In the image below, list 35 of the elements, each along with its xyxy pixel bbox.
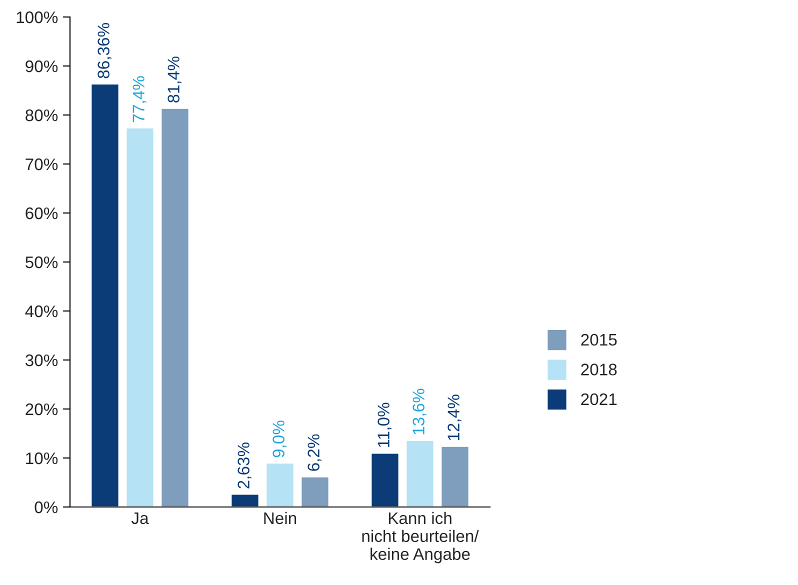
bar bbox=[160, 107, 190, 507]
y-tick-label: 80% bbox=[26, 109, 58, 122]
data-label: 13,6% bbox=[412, 388, 426, 434]
y-tick-label: 20% bbox=[26, 403, 58, 416]
x-tick-label: Nein bbox=[264, 512, 296, 524]
legend-label: 2018 bbox=[581, 364, 617, 376]
y-tick-label: 90% bbox=[26, 60, 58, 72]
data-label: 11,0% bbox=[378, 402, 392, 447]
data-label: 81,4% bbox=[168, 56, 182, 103]
data-label: 9,0% bbox=[272, 420, 286, 458]
data-label: 6,2% bbox=[308, 434, 322, 471]
x-tick-label: Kann ich nicht beurteilen/ keine Angabe bbox=[362, 512, 479, 564]
y-tick-label: 30% bbox=[25, 354, 58, 366]
data-label: 86,36% bbox=[98, 23, 112, 78]
data-label: 77,4% bbox=[132, 76, 146, 122]
data-label: 2,63% bbox=[238, 442, 252, 488]
y-tick-label: 50% bbox=[26, 256, 58, 268]
legend-label: 2021 bbox=[581, 393, 617, 406]
legend-label: 2015 bbox=[581, 334, 617, 346]
y-tick-label: 70% bbox=[26, 158, 58, 170]
bar bbox=[125, 127, 155, 507]
bar bbox=[440, 446, 470, 507]
bar bbox=[230, 493, 260, 507]
bar bbox=[90, 83, 120, 507]
bar bbox=[370, 452, 400, 507]
y-tick-label: 60% bbox=[26, 207, 58, 220]
y-tick-label: 100% bbox=[16, 11, 58, 24]
data-label: 12,4% bbox=[448, 394, 462, 440]
y-tick-label: 40% bbox=[25, 305, 58, 318]
bar bbox=[265, 462, 295, 507]
y-tick-label: 10% bbox=[26, 452, 58, 464]
bar bbox=[405, 440, 435, 507]
x-tick-label: Ja bbox=[131, 512, 149, 524]
bar bbox=[300, 476, 330, 507]
y-tick-label: 0% bbox=[34, 501, 58, 514]
